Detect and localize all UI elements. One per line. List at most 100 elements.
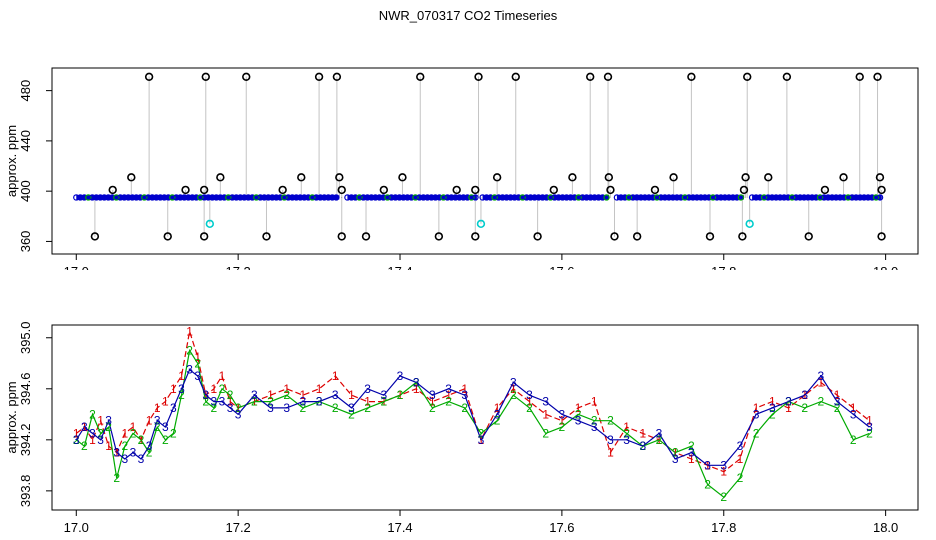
series-point-1: 1 (105, 439, 112, 453)
baseline-point (641, 194, 649, 201)
series-point-1: 1 (591, 395, 598, 409)
series-point-1: 1 (397, 388, 404, 402)
baseline-point (205, 194, 212, 201)
baseline-point (527, 194, 534, 201)
x-tick-label: 17.0 (64, 264, 89, 270)
series-point-2: 2 (227, 388, 234, 402)
baseline-point (368, 194, 375, 201)
spike-point (533, 232, 542, 241)
spike-point (216, 173, 225, 182)
baseline-point (864, 194, 872, 201)
baseline-point (796, 194, 804, 201)
y-axis-label: approx. ppm (4, 381, 19, 453)
baseline-point (265, 194, 272, 201)
baseline-point (547, 194, 554, 201)
baseline-point (177, 194, 184, 201)
series-point-2: 2 (89, 407, 96, 421)
spike-point (568, 173, 577, 182)
baseline-point (109, 194, 116, 201)
series-point-2: 2 (834, 401, 841, 415)
baseline-point (424, 194, 431, 201)
series-point-3: 3 (623, 433, 630, 447)
series-point-1: 1 (656, 433, 663, 447)
baseline-point (583, 194, 590, 201)
series-point-3: 3 (283, 401, 290, 415)
series-point-2: 2 (380, 395, 387, 409)
series-point-3: 3 (113, 446, 120, 460)
series-point-2: 2 (461, 401, 468, 415)
series-point-2: 2 (656, 433, 663, 447)
series-point-1: 1 (639, 426, 646, 440)
series-point-2: 2 (178, 388, 185, 402)
baseline-point (693, 194, 701, 201)
baseline-point (388, 194, 395, 201)
baseline-point (440, 194, 447, 201)
series-point-2: 2 (785, 395, 792, 409)
baseline-point (689, 194, 697, 201)
spike-point (839, 173, 848, 182)
y-axis-label: approx. ppm (4, 125, 19, 197)
series-point-3: 3 (753, 407, 760, 421)
plot-frame (51, 324, 919, 511)
series-point-1: 1 (130, 420, 137, 434)
series-point-2: 2 (202, 395, 209, 409)
baseline-point (685, 194, 693, 201)
baseline-point (591, 194, 598, 201)
baseline-point (197, 194, 204, 201)
baseline-point (575, 194, 582, 201)
baseline-point (613, 194, 621, 201)
flagged-point (205, 219, 215, 229)
baseline-point (221, 194, 228, 201)
series-point-1: 1 (478, 433, 485, 447)
series-point-2: 2 (332, 401, 339, 415)
baseline-point (305, 194, 312, 201)
baseline-point (828, 194, 836, 201)
baseline-point (729, 194, 737, 201)
series-point-1: 1 (332, 369, 339, 383)
baseline-point (760, 194, 768, 201)
series-point-2: 2 (478, 426, 485, 440)
baseline-point (507, 194, 514, 201)
x-tick-label: 18.0 (873, 264, 898, 270)
x-tick-label: 17.2 (225, 520, 250, 535)
x-tick-label: 17.4 (387, 264, 412, 270)
baseline-point (356, 194, 363, 201)
baseline-point (637, 194, 645, 201)
series-point-3: 3 (785, 395, 792, 409)
baseline-point (317, 194, 324, 201)
series-point-2: 2 (704, 477, 711, 491)
x-tick-label: 17.2 (225, 264, 250, 270)
baseline-point (836, 194, 844, 201)
series-point-2: 2 (219, 382, 226, 396)
baseline-point (872, 194, 880, 201)
baseline-point (77, 194, 84, 201)
baseline-point (621, 194, 629, 201)
baseline-point (472, 194, 479, 201)
series-point-2: 2 (753, 426, 760, 440)
baseline-point (73, 194, 80, 201)
series-point-1: 1 (834, 388, 841, 402)
baseline-point (157, 194, 164, 201)
series-point-1: 1 (219, 369, 226, 383)
baseline-point (89, 194, 96, 201)
series-point-2: 2 (186, 344, 193, 358)
series-point-1: 1 (364, 395, 371, 409)
baseline-point (860, 194, 868, 201)
series-point-1: 1 (850, 401, 857, 415)
series-point-1: 1 (251, 395, 258, 409)
series-point-1: 1 (316, 382, 323, 396)
baseline-point (412, 194, 419, 201)
series-point-2: 2 (607, 414, 614, 428)
baseline-point (81, 194, 88, 201)
series-point-1: 1 (704, 458, 711, 472)
series-point-3: 3 (445, 382, 452, 396)
baseline-point (852, 194, 860, 201)
series-point-1: 1 (607, 446, 614, 460)
y-tick-label: 394.6 (18, 373, 33, 406)
baseline-point (456, 194, 463, 201)
baseline-point (189, 194, 196, 201)
spike-point (163, 232, 172, 241)
baseline-point (633, 194, 641, 201)
baseline-point (329, 194, 336, 201)
baseline-point (832, 194, 840, 201)
